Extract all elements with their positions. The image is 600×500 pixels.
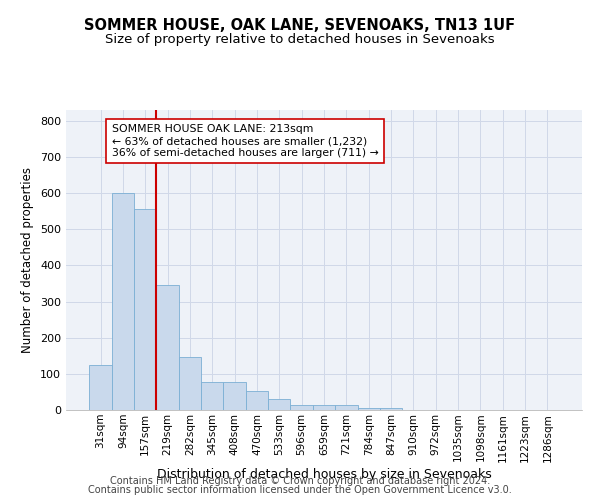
- Bar: [290, 404, 313, 410]
- Bar: [246, 391, 268, 410]
- Bar: [157, 286, 179, 410]
- X-axis label: Distribution of detached houses by size in Sevenoaks: Distribution of detached houses by size …: [157, 468, 491, 481]
- Bar: [134, 210, 157, 410]
- Text: Size of property relative to detached houses in Sevenoaks: Size of property relative to detached ho…: [105, 32, 495, 46]
- Bar: [112, 193, 134, 410]
- Bar: [313, 406, 335, 410]
- Bar: [201, 382, 223, 410]
- Text: Contains public sector information licensed under the Open Government Licence v3: Contains public sector information licen…: [88, 485, 512, 495]
- Bar: [179, 356, 201, 410]
- Bar: [335, 406, 358, 410]
- Text: SOMMER HOUSE OAK LANE: 213sqm
← 63% of detached houses are smaller (1,232)
36% o: SOMMER HOUSE OAK LANE: 213sqm ← 63% of d…: [112, 124, 379, 158]
- Bar: [380, 408, 402, 410]
- Bar: [89, 365, 112, 410]
- Bar: [223, 382, 246, 410]
- Text: SOMMER HOUSE, OAK LANE, SEVENOAKS, TN13 1UF: SOMMER HOUSE, OAK LANE, SEVENOAKS, TN13 …: [85, 18, 515, 32]
- Bar: [268, 399, 290, 410]
- Bar: [358, 408, 380, 410]
- Y-axis label: Number of detached properties: Number of detached properties: [22, 167, 34, 353]
- Text: Contains HM Land Registry data © Crown copyright and database right 2024.: Contains HM Land Registry data © Crown c…: [110, 476, 490, 486]
